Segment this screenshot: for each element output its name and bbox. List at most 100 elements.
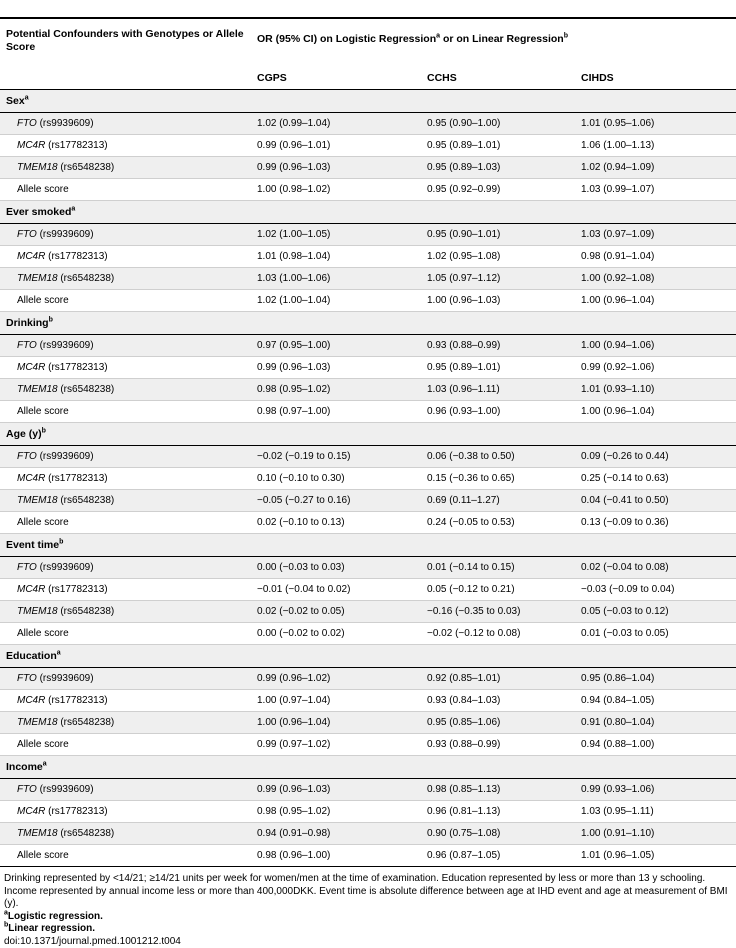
table-row: MC4R (rs17782313)1.01 (0.98–1.04)1.02 (0… xyxy=(0,246,736,268)
cchs-value: 0.95 (0.92–0.99) xyxy=(421,179,575,201)
snp-id: Allele score xyxy=(17,295,69,306)
snp-id: (rs17782313) xyxy=(45,251,107,262)
cchs-value: 0.95 (0.89–1.01) xyxy=(421,357,575,379)
cgps-value: 0.10 (−0.10 to 0.30) xyxy=(251,468,421,490)
row-label: FTO (rs9939609) xyxy=(0,668,251,690)
cihds-value: 0.95 (0.86–1.04) xyxy=(575,668,736,690)
cihds-value: 0.99 (0.92–1.06) xyxy=(575,357,736,379)
snp-id: (rs9939609) xyxy=(37,340,94,351)
cgps-value: 0.98 (0.95–1.02) xyxy=(251,801,421,823)
footnote-b: bLinear regression. xyxy=(4,923,736,936)
snp-id: Allele score xyxy=(17,406,69,417)
cgps-value: 0.00 (−0.02 to 0.02) xyxy=(251,623,421,645)
cchs-value: 0.01 (−0.14 to 0.15) xyxy=(421,557,575,579)
cgps-value: 1.00 (0.98–1.02) xyxy=(251,179,421,201)
section-title: Incomea xyxy=(0,756,736,779)
row-label: MC4R (rs17782313) xyxy=(0,801,251,823)
section-title-text: Income xyxy=(6,761,43,773)
section-title-sup: b xyxy=(49,317,53,324)
gene-name: MC4R xyxy=(17,140,45,151)
section-header-row: Event timeb xyxy=(0,534,736,557)
section-header-row: Sexa xyxy=(0,90,736,113)
table-row: FTO (rs9939609)1.02 (0.99–1.04)0.95 (0.9… xyxy=(0,113,736,135)
cgps-value: −0.05 (−0.27 to 0.16) xyxy=(251,490,421,512)
cgps-value: 0.99 (0.96–1.03) xyxy=(251,157,421,179)
section-header-row: Ever smokeda xyxy=(0,201,736,224)
cchs-value: 0.96 (0.93–1.00) xyxy=(421,401,575,423)
gene-name: FTO xyxy=(17,562,37,573)
gene-name: TMEM18 xyxy=(17,273,58,284)
table-row: FTO (rs9939609)0.99 (0.96–1.02)0.92 (0.8… xyxy=(0,668,736,690)
table-row: FTO (rs9939609)−0.02 (−0.19 to 0.15)0.06… xyxy=(0,446,736,468)
row-label: Allele score xyxy=(0,401,251,423)
section-title-text: Age (y) xyxy=(6,428,42,440)
header-cgps: CGPS xyxy=(251,67,421,90)
cgps-value: 0.94 (0.91–0.98) xyxy=(251,823,421,845)
cihds-value: 1.01 (0.95–1.06) xyxy=(575,113,736,135)
gene-name: TMEM18 xyxy=(17,384,58,395)
section-title-sup: a xyxy=(57,650,61,657)
cihds-value: 0.91 (0.80–1.04) xyxy=(575,712,736,734)
footnote-a: aLogistic regression. xyxy=(4,911,736,924)
row-label: TMEM18 (rs6548238) xyxy=(0,490,251,512)
cgps-value: 0.97 (0.95–1.00) xyxy=(251,335,421,357)
cihds-value: 1.00 (0.96–1.04) xyxy=(575,401,736,423)
cgps-value: 0.02 (−0.10 to 0.13) xyxy=(251,512,421,534)
snp-id: (rs17782313) xyxy=(45,584,107,595)
table-row: Allele score 0.98 (0.97–1.00)0.96 (0.93–1… xyxy=(0,401,736,423)
cchs-value: 1.03 (0.96–1.11) xyxy=(421,379,575,401)
section-header-row: Age (y)b xyxy=(0,423,736,446)
table-row: MC4R (rs17782313)0.10 (−0.10 to 0.30)0.1… xyxy=(0,468,736,490)
cihds-value: 1.03 (0.97–1.09) xyxy=(575,224,736,246)
cihds-value: 1.03 (0.99–1.07) xyxy=(575,179,736,201)
row-label: Allele score xyxy=(0,845,251,867)
confounders-table: Potential Confounders with Genotypes or … xyxy=(0,19,736,867)
snp-id: (rs9939609) xyxy=(37,118,94,129)
cchs-value: 0.95 (0.90–1.00) xyxy=(421,113,575,135)
section-title-text: Ever smoked xyxy=(6,206,71,218)
row-label: MC4R (rs17782313) xyxy=(0,135,251,157)
cchs-value: 0.69 (0.11–1.27) xyxy=(421,490,575,512)
row-label: MC4R (rs17782313) xyxy=(0,690,251,712)
snp-id: (rs6548238) xyxy=(58,717,115,728)
header-spanning: OR (95% CI) on Logistic Regressiona or o… xyxy=(251,19,736,67)
header-confounders: Potential Confounders with Genotypes or … xyxy=(0,19,251,67)
row-label: TMEM18 (rs6548238) xyxy=(0,268,251,290)
snp-id: (rs17782313) xyxy=(45,362,107,373)
row-label: MC4R (rs17782313) xyxy=(0,357,251,379)
cihds-value: 0.13 (−0.09 to 0.36) xyxy=(575,512,736,534)
cihds-value: 1.00 (0.92–1.08) xyxy=(575,268,736,290)
cihds-value: 0.01 (−0.03 to 0.05) xyxy=(575,623,736,645)
gene-name: FTO xyxy=(17,451,37,462)
snp-id: (rs9939609) xyxy=(37,229,94,240)
row-label: TMEM18 (rs6548238) xyxy=(0,601,251,623)
cchs-value: 0.92 (0.85–1.01) xyxy=(421,668,575,690)
header-cihds: CIHDS xyxy=(575,67,736,90)
section-title-sup: b xyxy=(42,428,46,435)
row-label: FTO (rs9939609) xyxy=(0,557,251,579)
row-label: MC4R (rs17782313) xyxy=(0,246,251,268)
cgps-value: 1.03 (1.00–1.06) xyxy=(251,268,421,290)
cihds-value: 0.09 (−0.26 to 0.44) xyxy=(575,446,736,468)
cihds-value: 0.94 (0.88–1.00) xyxy=(575,734,736,756)
cgps-value: 0.98 (0.97–1.00) xyxy=(251,401,421,423)
cihds-value: 1.03 (0.95–1.11) xyxy=(575,801,736,823)
cchs-value: 0.24 (−0.05 to 0.53) xyxy=(421,512,575,534)
row-label: FTO (rs9939609) xyxy=(0,224,251,246)
table-row: TMEM18 (rs6548238)0.02 (−0.02 to 0.05)−0… xyxy=(0,601,736,623)
cchs-value: 0.95 (0.89–1.03) xyxy=(421,157,575,179)
header-cchs: CCHS xyxy=(421,67,575,90)
section-title-text: Drinking xyxy=(6,317,49,329)
table-row: TMEM18 (rs6548238)0.94 (0.91–0.98)0.90 (… xyxy=(0,823,736,845)
section-title: Educationa xyxy=(0,645,736,668)
table-row: FTO (rs9939609)1.02 (1.00–1.05)0.95 (0.9… xyxy=(0,224,736,246)
cihds-value: 0.94 (0.84–1.05) xyxy=(575,690,736,712)
table-row: MC4R (rs17782313)−0.01 (−0.04 to 0.02)0.… xyxy=(0,579,736,601)
cihds-value: 1.00 (0.94–1.06) xyxy=(575,335,736,357)
snp-id: (rs6548238) xyxy=(58,606,115,617)
section-title-sup: a xyxy=(71,206,75,213)
